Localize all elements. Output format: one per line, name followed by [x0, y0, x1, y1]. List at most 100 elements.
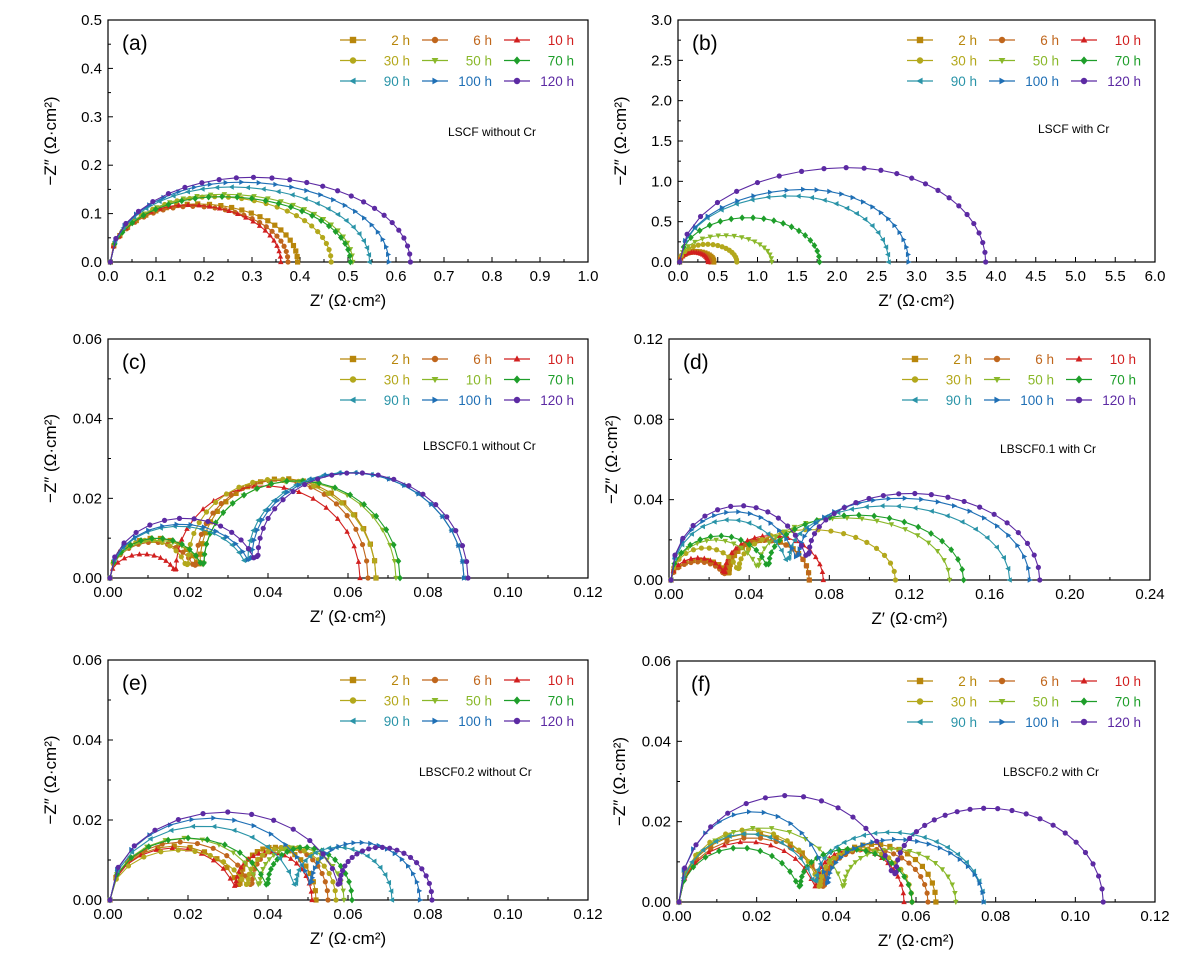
- data-point: [429, 897, 435, 903]
- data-point: [331, 197, 337, 203]
- data-point: [259, 852, 266, 858]
- data-point: [909, 175, 915, 181]
- data-point: [323, 504, 329, 510]
- data-point: [460, 558, 466, 565]
- data-point: [227, 875, 234, 881]
- data-point: [304, 843, 310, 851]
- x-tick-label: 0.04: [735, 586, 764, 603]
- legend-label: 10 h: [1110, 352, 1136, 367]
- data-point: [204, 836, 211, 844]
- data-point: [905, 881, 912, 888]
- data-point: [256, 222, 263, 228]
- data-point: [283, 841, 289, 848]
- data-point: [690, 243, 697, 250]
- data-point: [888, 868, 894, 874]
- data-point: [210, 530, 216, 536]
- data-point: [290, 242, 297, 249]
- legend-entry: 10 h: [504, 673, 574, 688]
- data-point: [321, 863, 327, 869]
- data-point: [678, 549, 685, 557]
- data-point: [723, 559, 730, 565]
- data-point: [711, 519, 717, 525]
- data-point: [233, 878, 239, 884]
- data-point: [349, 854, 355, 861]
- data-point: [173, 557, 180, 563]
- data-point: [147, 836, 153, 842]
- data-point: [860, 199, 867, 205]
- data-point: [285, 868, 291, 875]
- legend-entry: 50 h: [422, 694, 492, 709]
- data-point: [360, 199, 367, 205]
- legend-entry: 70 h: [504, 694, 574, 709]
- legend-marker: [431, 355, 439, 363]
- data-point: [294, 854, 301, 860]
- data-point: [290, 202, 296, 208]
- data-point: [891, 568, 897, 574]
- data-point: [332, 484, 338, 492]
- data-point: [982, 249, 988, 255]
- data-point: [1027, 577, 1033, 583]
- data-point: [945, 494, 951, 500]
- data-point: [169, 537, 176, 544]
- data-point: [282, 847, 289, 853]
- x-tick-label: 0.12: [573, 906, 602, 923]
- data-point: [863, 504, 869, 510]
- data-point: [220, 509, 227, 516]
- data-point: [710, 242, 716, 248]
- data-point: [929, 880, 935, 886]
- data-point: [928, 508, 934, 514]
- data-point: [375, 472, 381, 478]
- legend-entry: 6 h: [422, 33, 492, 48]
- data-point: [262, 227, 268, 233]
- data-point: [129, 219, 136, 227]
- data-point: [707, 557, 714, 563]
- series-120h: [107, 174, 413, 265]
- data-point: [819, 568, 826, 575]
- legend-label: 120 h: [540, 714, 574, 729]
- data-point: [728, 533, 735, 541]
- data-point: [351, 543, 357, 549]
- legend-marker: [513, 717, 521, 725]
- data-point: [393, 575, 399, 581]
- data-point: [220, 535, 226, 542]
- data-point: [726, 566, 732, 572]
- legend-label: 100 h: [458, 393, 492, 408]
- x-tick-label: 0.08: [413, 906, 442, 923]
- data-point: [912, 866, 919, 872]
- data-point: [174, 521, 180, 528]
- data-point: [201, 524, 207, 530]
- y-tick-label: 0.00: [634, 572, 663, 589]
- data-point: [928, 530, 934, 537]
- data-point: [381, 212, 387, 218]
- series-line: [109, 811, 433, 901]
- series-90h: [107, 823, 395, 903]
- x-tick-label: 0.7: [434, 268, 455, 285]
- data-point: [140, 211, 147, 219]
- data-point: [320, 216, 327, 223]
- data-point: [257, 877, 263, 883]
- data-point: [942, 812, 948, 818]
- data-point: [262, 507, 268, 513]
- data-point: [741, 835, 747, 841]
- data-point: [284, 848, 291, 856]
- data-point: [1015, 542, 1021, 549]
- data-point: [192, 195, 199, 202]
- x-tick-label: 0.10: [493, 584, 522, 601]
- data-point: [881, 552, 888, 558]
- data-point: [904, 244, 910, 250]
- data-point: [203, 540, 210, 548]
- data-point: [156, 198, 162, 205]
- data-point: [192, 184, 198, 191]
- data-point: [265, 879, 271, 887]
- data-point: [751, 541, 758, 547]
- data-point: [813, 872, 819, 879]
- data-point: [232, 817, 238, 823]
- data-point: [1062, 830, 1068, 836]
- data-point: [112, 554, 118, 560]
- data-point: [275, 200, 282, 207]
- data-point: [815, 867, 821, 873]
- legend-marker: [349, 676, 357, 684]
- data-point: [218, 500, 224, 507]
- data-point: [802, 533, 808, 539]
- legend-marker: [1080, 36, 1088, 43]
